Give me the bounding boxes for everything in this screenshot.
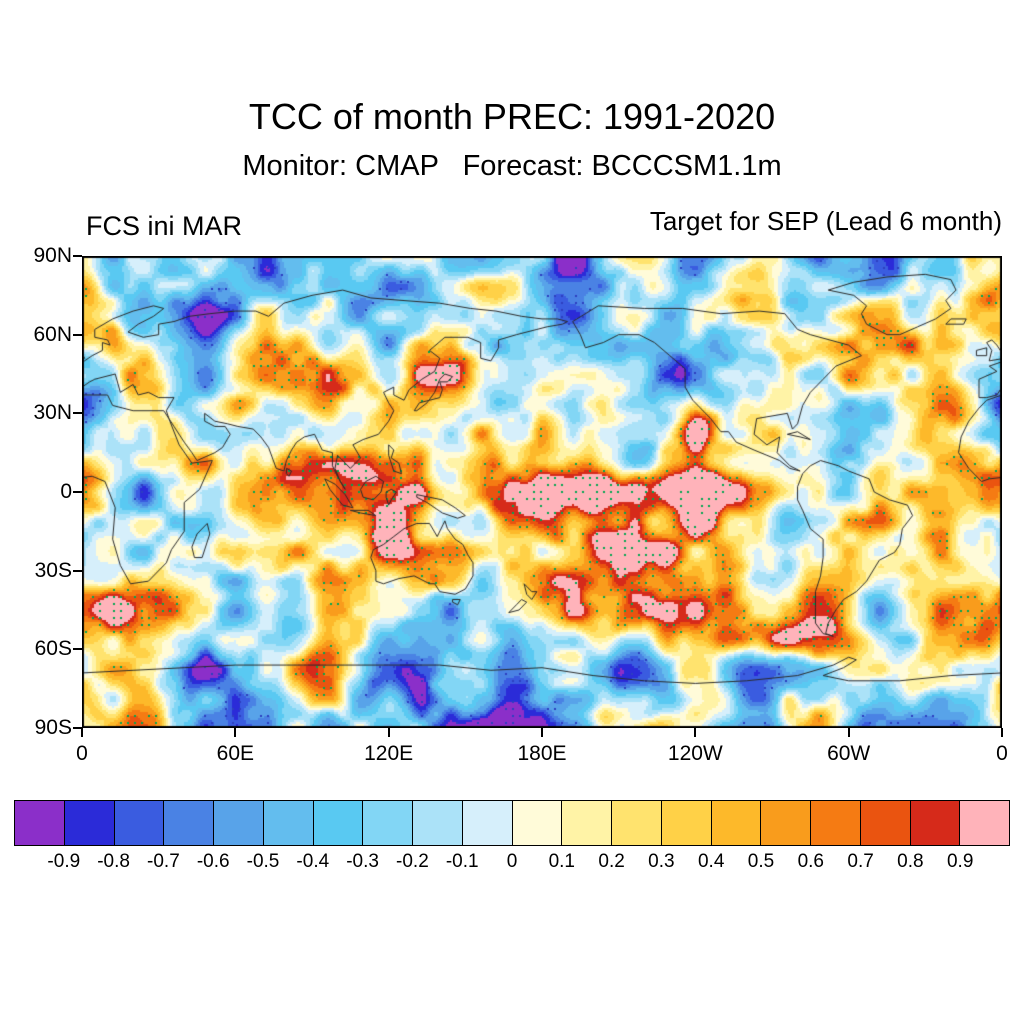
y-tick-mark [73, 727, 82, 729]
colorbar-label: 0.8 [897, 851, 924, 872]
colorbar-label: -0.3 [346, 851, 379, 872]
x-tick-label: 120E [364, 742, 414, 765]
y-tick-label: 60S [34, 637, 72, 661]
colorbar-label: 0.5 [747, 851, 775, 872]
colorbar-segment [760, 800, 811, 846]
colorbar-segment [909, 800, 961, 846]
colorbar-label: 0.6 [797, 851, 825, 872]
colorbar-segment [859, 800, 911, 846]
colorbar-segment [412, 800, 463, 846]
x-tick-mark [1001, 728, 1003, 737]
colorbar [14, 800, 1010, 846]
y-tick-mark [73, 569, 82, 572]
target-lead-label: Target for SEP (Lead 6 month) [649, 206, 1002, 236]
colorbar-segment [113, 800, 165, 846]
y-tick-label: 90S [34, 716, 72, 739]
x-tick-label: 180E [517, 742, 567, 765]
colorbar-segment [710, 800, 762, 846]
map-plot-area: 90N 60N 30N 0 30S 60S 90S 0 60E 120E 180E 120W 60W 0 [33, 244, 1007, 765]
colorbar-label: 0.2 [598, 851, 625, 872]
colorbar-segment [63, 800, 115, 846]
x-tick-label: 0 [996, 742, 1008, 765]
colorbar-label: 0.4 [697, 851, 725, 872]
colorbar-label: -0.1 [445, 851, 479, 872]
colorbar-segment [262, 800, 314, 846]
y-tick-label: 0 [60, 480, 72, 503]
x-tick-mark [81, 728, 83, 737]
y-tick-label: 60N [33, 322, 72, 346]
colorbar-label: 0.3 [648, 851, 675, 872]
colorbar-label: -0.9 [47, 851, 81, 872]
colorbar-segment [14, 800, 65, 846]
colorbar-label: 0 [506, 851, 518, 872]
colorbar-segment [810, 800, 861, 846]
y-tick-mark [73, 333, 82, 336]
x-tick-mark [234, 728, 237, 737]
colorbar-label: -0.5 [246, 851, 280, 872]
colorbar-segment [660, 800, 712, 846]
x-tick-mark [694, 728, 697, 737]
colorbar-segment [561, 800, 612, 846]
x-tick-label: 0 [76, 742, 88, 765]
y-tick-label: 30S [34, 558, 72, 582]
colorbar-segment [163, 800, 214, 846]
colorbar-label: 0.9 [946, 851, 974, 872]
y-tick-mark [73, 412, 82, 415]
x-tick-label: 60E [216, 742, 255, 765]
y-tick-mark [73, 491, 82, 493]
y-tick-label: 30N [33, 401, 72, 425]
colorbar-labels: -0.9 -0.8 -0.7 -0.6 -0.5 -0.4 -0.3 -0.2 -0.1 0 0.1… [14, 851, 1010, 877]
y-tick-mark [73, 648, 82, 651]
colorbar-label: -0.2 [396, 851, 429, 872]
colorbar-label: -0.7 [147, 851, 180, 872]
y-tick-label: 90N [33, 244, 72, 267]
x-tick-mark [541, 728, 543, 737]
colorbar-label: 0.1 [548, 851, 576, 872]
colorbar-segment [312, 800, 364, 846]
colorbar-segment [362, 800, 413, 846]
x-tick-mark [847, 728, 850, 737]
colorbar-segment [959, 800, 1010, 846]
colorbar-segment [213, 800, 264, 846]
colorbar-segment [511, 800, 563, 846]
colorbar-label: -0.4 [296, 851, 330, 872]
x-tick-mark [387, 728, 390, 737]
forecast-init-label: FCS ini MAR [86, 211, 243, 241]
colorbar-label: 0.7 [847, 851, 874, 872]
x-tick-label: 120W [667, 742, 723, 765]
tcc-field-canvas [82, 256, 1002, 728]
x-tick-label: 60W [827, 742, 871, 765]
figure-subtitle: Monitor: CMAP Forecast: BCCCSM1.1m [242, 150, 782, 182]
colorbar-segment [611, 800, 662, 846]
y-tick-mark [73, 255, 82, 257]
colorbar-label: -0.8 [97, 851, 130, 872]
colorbar-segment [461, 800, 513, 846]
figure-title: TCC of month PREC: 1991-2020 [248, 96, 776, 137]
colorbar-label: -0.6 [196, 851, 230, 872]
